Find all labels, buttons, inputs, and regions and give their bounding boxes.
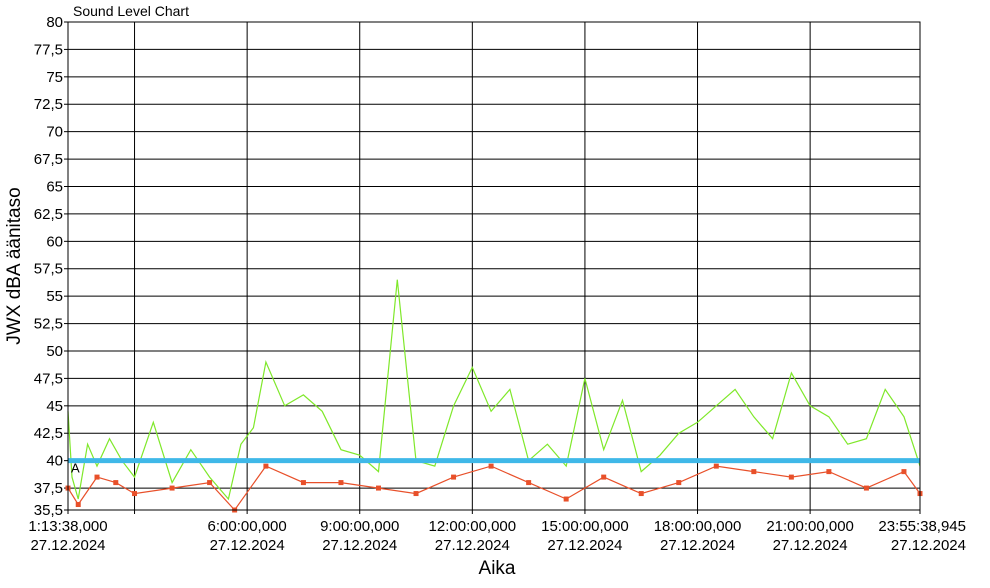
- series-point: [263, 463, 269, 469]
- y-tick-labels: 80 77,5 75 72,5 70 67,5 65 62,5 60 57,5 55 52,5 50 47…: [34, 14, 63, 519]
- series-point: [826, 469, 832, 475]
- y-tick-label: 67,5: [34, 151, 63, 168]
- series-point: [713, 463, 719, 469]
- y-tick-label: 35,5: [34, 502, 63, 519]
- y-tick-label: 55: [46, 288, 63, 305]
- y-tick-label: 72,5: [34, 96, 63, 113]
- x-tick-label-date: 27.12.2024: [891, 537, 966, 554]
- grid-layer: [64, 21, 921, 514]
- y-tick-label: 40: [46, 453, 63, 470]
- x-tick-label-date: 27.12.2024: [547, 537, 622, 554]
- series-point: [132, 491, 138, 497]
- series-point: [451, 474, 457, 480]
- series-point: [75, 502, 81, 508]
- series-point: [375, 485, 381, 491]
- series-point: [563, 496, 569, 502]
- y-tick-label: 45: [46, 398, 63, 415]
- x-tick-label-time: 15:00:00,000: [541, 518, 629, 535]
- x-tick-label-date: 27.12.2024: [773, 537, 848, 554]
- series-point: [113, 480, 119, 486]
- x-tick-labels: 1:13:38,000 27.12.2024 6:00:00,000 27.12.20…: [28, 518, 966, 554]
- y-tick-label: 47,5: [34, 370, 63, 387]
- series-point: [601, 474, 607, 480]
- x-tick-label-date: 27.12.2024: [322, 537, 397, 554]
- reference-line-label: A: [71, 461, 80, 476]
- x-tick-label-time: 21:00:00,000: [766, 518, 854, 535]
- reference-line-group: A: [68, 458, 920, 476]
- series-point: [638, 491, 644, 497]
- y-tick-label: 42,5: [34, 425, 63, 442]
- chart-title: Sound Level Chart: [73, 3, 189, 19]
- x-tick-label-time: 23:55:38,945: [878, 518, 966, 535]
- x-tick-label-date: 27.12.2024: [210, 537, 285, 554]
- x-tick-label-time: 9:00:00,000: [320, 518, 399, 535]
- x-tick-label-time: 1:13:38,000: [28, 518, 107, 535]
- plot-area-frame: [67, 21, 921, 511]
- series-line-0: [67, 279, 921, 501]
- y-tick-label: 80: [46, 14, 63, 31]
- y-tick-label: 70: [46, 124, 63, 141]
- y-tick-label: 60: [46, 233, 63, 250]
- x-tick-label-date: 27.12.2024: [30, 537, 105, 554]
- x-tick-label-time: 18:00:00,000: [654, 518, 742, 535]
- series-point: [901, 469, 907, 475]
- series-point: [676, 480, 682, 486]
- series-point: [488, 463, 494, 469]
- series-point: [338, 480, 344, 486]
- series-point: [207, 480, 213, 486]
- series-layer: [65, 279, 923, 513]
- y-axis-title: JWX dBA äänitaso: [4, 187, 25, 344]
- series-point: [863, 485, 869, 491]
- x-tick-label-date: 27.12.2024: [660, 537, 735, 554]
- x-axis-title: Aika: [479, 558, 516, 579]
- y-tick-label: 77,5: [34, 41, 63, 58]
- series-point: [169, 485, 175, 491]
- series-point: [413, 491, 419, 497]
- y-tick-label: 57,5: [34, 261, 63, 278]
- y-tick-label: 65: [46, 178, 63, 195]
- series-point: [94, 474, 100, 480]
- series-point: [788, 474, 794, 480]
- y-tick-label: 75: [46, 69, 63, 86]
- y-tick-label: 37,5: [34, 480, 63, 497]
- y-tick-label: 52,5: [34, 316, 63, 333]
- y-tick-label: 62,5: [34, 206, 63, 223]
- series-point: [300, 480, 306, 486]
- series-point: [751, 469, 757, 475]
- series-point: [526, 480, 532, 486]
- y-tick-label: 50: [46, 343, 63, 360]
- x-tick-label-time: 6:00:00,000: [208, 518, 287, 535]
- x-tick-label-date: 27.12.2024: [435, 537, 510, 554]
- x-tick-label-time: 12:00:00,000: [429, 518, 517, 535]
